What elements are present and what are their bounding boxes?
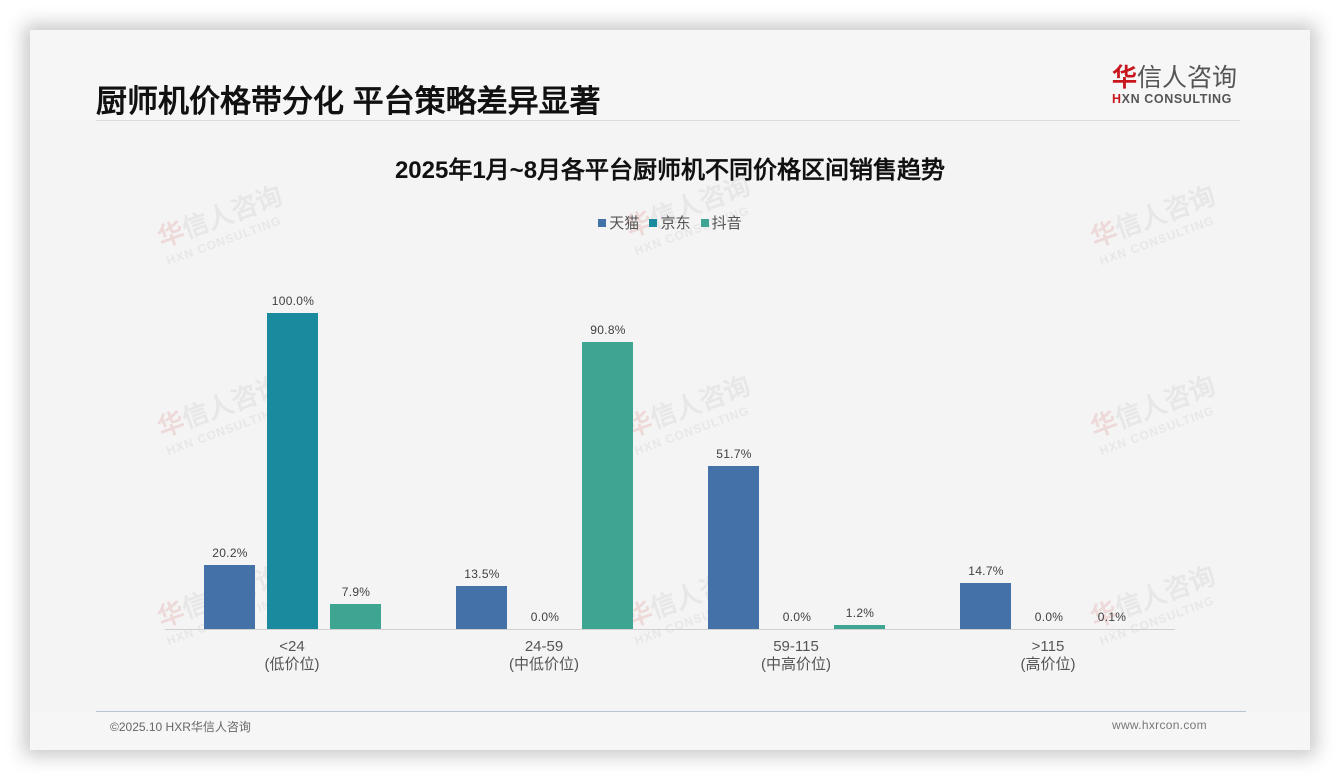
- legend-item-tmall: 天猫: [598, 212, 639, 233]
- bar-chart-plot: 20.2% 100.0% 7.9% <24 (低价位) 13.5% 0.0% 90.8% 24-…: [165, 280, 1175, 673]
- bar-value-label: 14.7%: [968, 564, 1004, 578]
- bar-2-2: [834, 625, 885, 629]
- legend-swatch-icon: [700, 219, 709, 227]
- bar-value-label: 90.8%: [590, 323, 626, 337]
- footer-divider: [96, 711, 1246, 712]
- legend-item-douyin: 抖音: [700, 212, 742, 233]
- x-axis-category-label: >115 (高价位): [948, 638, 1148, 674]
- bar-value-label: 20.2%: [212, 546, 248, 560]
- bar-0-2: [708, 466, 759, 629]
- header-band: [30, 30, 1310, 120]
- bar-value-label: 13.5%: [464, 567, 500, 581]
- category-range: 59-115: [773, 638, 819, 655]
- category-tier: (高价位): [1020, 656, 1076, 673]
- footer-website: www.hxrcon.com: [1112, 718, 1207, 732]
- bar-value-label: 0.0%: [530, 610, 560, 624]
- slide: 华信人咨询 HXN CONSULTING 华信人咨询 HXN CONSULTING …: [30, 30, 1310, 750]
- bar-value-label: 100.0%: [271, 294, 315, 308]
- bar-value-label: 7.9%: [341, 585, 371, 599]
- category-tier: (中高价位): [761, 656, 831, 673]
- category-range: <24: [279, 638, 305, 655]
- bar-0-1: [456, 586, 507, 629]
- bar-1-0: [267, 313, 318, 629]
- x-axis-category-label: 24-59 (中低价位): [444, 638, 644, 674]
- bar-value-label: 0.0%: [1034, 610, 1064, 624]
- bar-value-label: 0.1%: [1097, 610, 1127, 624]
- x-axis-category-label: 59-115 (中高价位): [696, 638, 896, 674]
- chart-legend: 天猫 京东 抖音: [30, 212, 1310, 233]
- company-logo: 华信人咨询 HXN CONSULTING: [1112, 64, 1242, 106]
- x-axis-line: [165, 629, 1175, 630]
- footer-copyright: ©2025.10 HXR华信人咨询: [110, 720, 251, 734]
- footer-band: [30, 712, 1310, 750]
- page-title: 厨师机价格带分化 平台策略差异显著: [96, 84, 601, 119]
- bar-2-1: [582, 342, 633, 629]
- category-range: >115: [1031, 638, 1065, 655]
- chart-title: 2025年1月~8月各平台厨师机不同价格区间销售趋势: [394, 157, 946, 184]
- logo-chinese: 华信人咨询: [1112, 64, 1238, 92]
- logo-english: HXN CONSULTING: [1112, 92, 1232, 106]
- title-divider: [96, 120, 1240, 121]
- bar-2-0: [330, 604, 381, 629]
- category-range: 24-59: [524, 638, 564, 655]
- legend-swatch-icon: [649, 219, 658, 227]
- category-tier: (中低价位): [509, 656, 579, 673]
- legend-item-jd: 京东: [649, 212, 691, 233]
- x-axis-category-label: <24 (低价位): [192, 638, 392, 674]
- bar-0-3: [960, 583, 1011, 629]
- bar-value-label: 51.7%: [716, 447, 752, 461]
- category-tier: (低价位): [264, 656, 320, 673]
- bar-value-label: 0.0%: [782, 610, 812, 624]
- legend-swatch-icon: [598, 219, 607, 227]
- bar-0-0: [204, 565, 255, 629]
- bar-value-label: 1.2%: [845, 606, 875, 620]
